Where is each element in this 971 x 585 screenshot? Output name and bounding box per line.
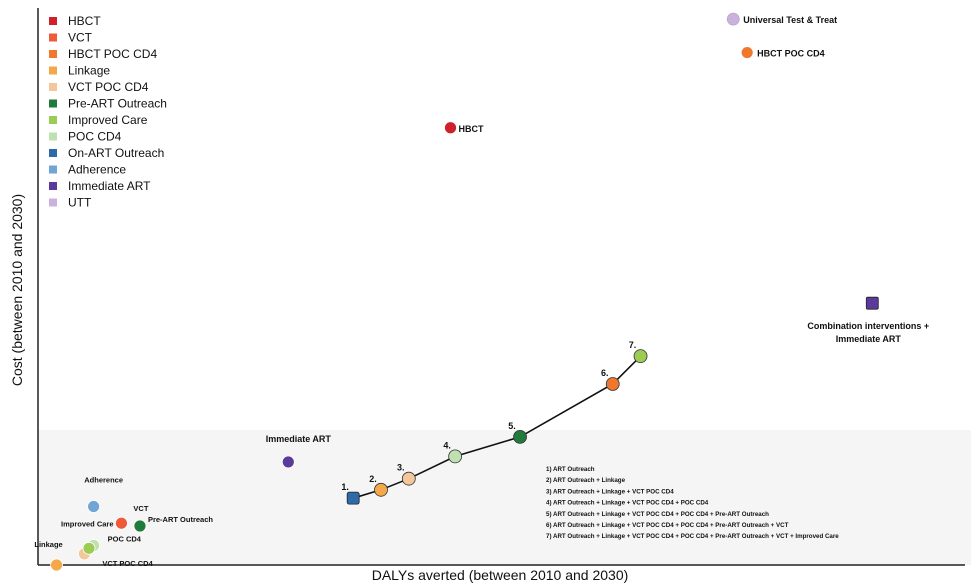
legend-label: HBCT xyxy=(68,14,101,28)
frontier-point xyxy=(374,482,388,497)
legend-swatch xyxy=(49,99,57,108)
x-axis-label: DALYs averted (between 2010 and 2030) xyxy=(372,567,629,583)
data-label: Pre-ART Outreach xyxy=(148,515,213,524)
data-point xyxy=(115,516,128,530)
data-points: Universal Test & Treat HBCT POC CD4 HBCT Im… xyxy=(34,12,929,572)
legend-swatch xyxy=(49,149,57,157)
data-label: Adherence xyxy=(84,476,123,485)
data-point xyxy=(444,121,457,135)
legend-swatch xyxy=(49,33,57,42)
data-point xyxy=(726,12,740,26)
frontier-label: 7. xyxy=(629,340,637,350)
data-label: Combination interventions + Immediate ART xyxy=(807,321,929,344)
lower-shaded-band xyxy=(38,430,971,565)
data-point xyxy=(87,500,101,513)
legend-label: Linkage xyxy=(68,64,110,78)
legend-label: Pre-ART Outreach xyxy=(68,97,167,111)
legend-swatch xyxy=(49,198,57,207)
data-label: HBCT xyxy=(459,124,484,134)
data-label: VCT POC CD4 xyxy=(102,559,153,568)
legend-label: VCT xyxy=(68,31,93,45)
legend-swatch xyxy=(49,132,57,141)
frontier-point xyxy=(605,377,620,391)
legend-label: On-ART Outreach xyxy=(68,146,164,160)
legend-label: UTT xyxy=(68,196,92,210)
frontier-point xyxy=(346,491,360,505)
data-label: VCT xyxy=(133,504,148,513)
legend-swatch xyxy=(49,66,57,75)
legend-swatch xyxy=(49,83,57,91)
frontier-note: 7) ART Outreach + Linkage + VCT POC CD4 … xyxy=(546,533,839,540)
legend-label: POC CD4 xyxy=(68,130,122,144)
data-label: POC CD4 xyxy=(108,535,142,544)
frontier-label: 2. xyxy=(369,474,377,484)
data-label: Improved Care xyxy=(61,519,114,528)
legend-label: Improved Care xyxy=(68,113,148,127)
frontier-points: 1. 2. 3. 4. 5. 6. 7. xyxy=(341,340,648,505)
legend-swatch xyxy=(49,165,57,174)
legend-swatch xyxy=(49,182,57,190)
legend-label: Adherence xyxy=(68,163,126,177)
frontier-note: 6) ART Outreach + Linkage + VCT POC CD4 … xyxy=(546,522,789,529)
frontier-point xyxy=(513,429,527,444)
data-point xyxy=(82,541,96,555)
data-point xyxy=(865,296,879,310)
frontier-note: 1) ART Outreach xyxy=(546,466,595,473)
data-label: Universal Test & Treat xyxy=(743,15,837,25)
legend-label: HBCT POC CD4 xyxy=(68,47,157,61)
frontier-point xyxy=(448,449,463,464)
data-point xyxy=(281,455,295,469)
data-label: Immediate ART xyxy=(266,434,332,444)
legend-label: Immediate ART xyxy=(68,179,151,193)
data-label: HBCT POC CD4 xyxy=(757,49,825,59)
frontier-note: 4) ART Outreach + Linkage + VCT POC CD4 … xyxy=(546,500,709,507)
frontier-label: 3. xyxy=(397,463,405,473)
data-label: Linkage xyxy=(34,540,62,549)
frontier-label: 1. xyxy=(341,482,349,492)
data-point xyxy=(740,46,754,59)
frontier-point xyxy=(401,471,416,486)
legend: HBCT VCT HBCT POC CD4 Linkage VCT POC CD4 Pre… xyxy=(49,14,167,210)
legend-swatch xyxy=(49,17,57,25)
frontier-note: 5) ART Outreach + Linkage + VCT POC CD4 … xyxy=(546,511,769,518)
frontier-label: 6. xyxy=(601,368,609,378)
legend-swatch xyxy=(49,50,57,58)
legend-swatch xyxy=(49,116,57,124)
frontier-notes: 1) ART Outreach 2) ART Outreach + Linkage… xyxy=(546,466,839,540)
frontier-label: 5. xyxy=(508,421,516,431)
frontier-point xyxy=(633,349,648,364)
data-point xyxy=(133,519,147,533)
frontier-note: 3) ART Outreach + Linkage + VCT POC CD4 xyxy=(546,488,674,495)
data-point xyxy=(50,558,63,572)
y-axis-label: Cost (between 2010 and 2030) xyxy=(9,194,25,386)
frontier-note: 2) ART Outreach + Linkage xyxy=(546,477,626,484)
legend-label: VCT POC CD4 xyxy=(68,80,149,94)
frontier-label: 4. xyxy=(443,440,451,450)
